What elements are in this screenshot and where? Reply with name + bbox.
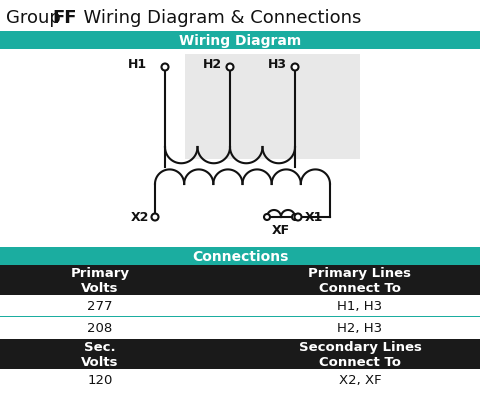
Text: Primary Lines
Connect To: Primary Lines Connect To: [309, 266, 411, 294]
Bar: [0, 247, 480, 265]
Bar: [0, 369, 480, 391]
Circle shape: [291, 64, 299, 71]
Text: Group: Group: [6, 9, 61, 27]
Text: Primary
Volts: Primary Volts: [71, 266, 130, 294]
Text: Connections: Connections: [192, 249, 288, 263]
Text: H3: H3: [268, 58, 287, 71]
Text: X1: X1: [305, 211, 324, 224]
Text: H1, H3: H1, H3: [337, 300, 383, 313]
Bar: [0, 317, 480, 339]
Text: 120: 120: [87, 373, 113, 387]
Text: Secondary Lines
Connect To: Secondary Lines Connect To: [299, 340, 421, 368]
Circle shape: [295, 214, 301, 221]
Text: Wiring Diagram: Wiring Diagram: [179, 34, 301, 48]
Text: XF: XF: [272, 224, 290, 237]
Circle shape: [161, 64, 168, 71]
Circle shape: [264, 214, 270, 220]
Bar: [0, 265, 480, 295]
Text: H2: H2: [203, 58, 222, 71]
Bar: [185, 55, 360, 160]
Text: Wiring Diagram & Connections: Wiring Diagram & Connections: [72, 9, 361, 27]
Bar: [0, 316, 480, 317]
Text: 208: 208: [87, 322, 113, 335]
Text: FF: FF: [52, 9, 76, 27]
Circle shape: [227, 64, 233, 71]
Bar: [0, 295, 480, 317]
Circle shape: [152, 214, 158, 221]
Text: Sec.
Volts: Sec. Volts: [81, 340, 119, 368]
Text: H2, H3: H2, H3: [337, 322, 383, 335]
Text: 277: 277: [87, 300, 113, 313]
Text: X2, XF: X2, XF: [339, 373, 381, 387]
Circle shape: [292, 214, 298, 220]
Bar: [0, 339, 480, 369]
Text: X2: X2: [131, 211, 149, 224]
Text: H1: H1: [128, 58, 147, 71]
Bar: [0, 32, 480, 50]
